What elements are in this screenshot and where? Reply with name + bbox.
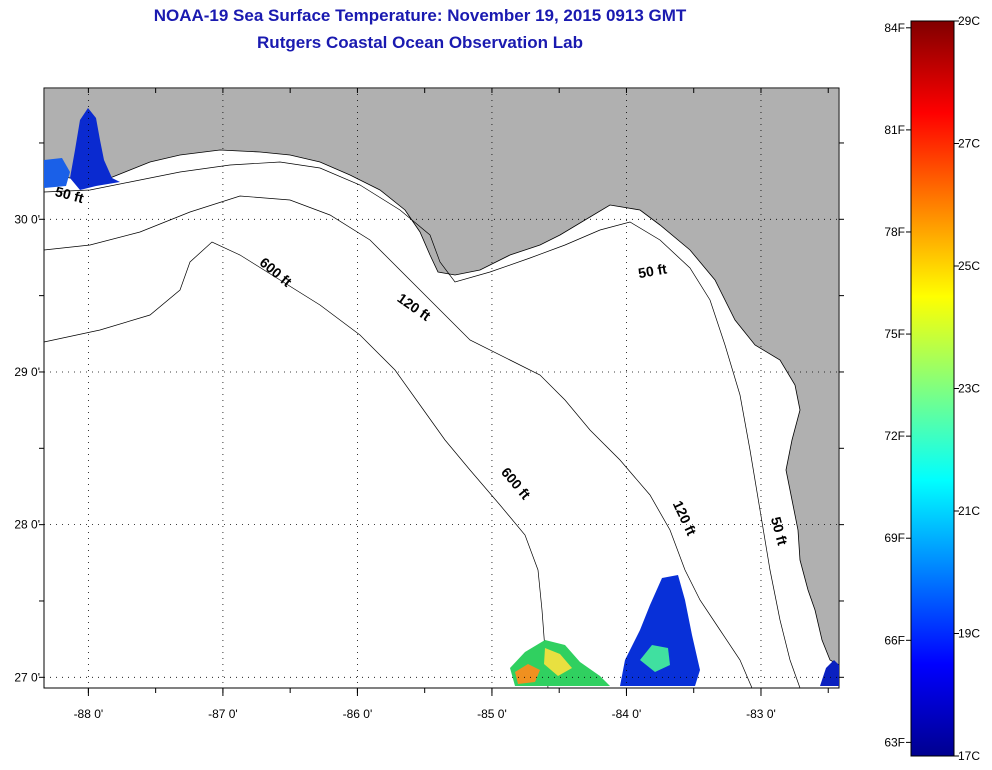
colorbar-celsius-label: 17C — [958, 749, 980, 763]
colorbar-celsius-label: 29C — [958, 14, 980, 28]
sst-patch-south-east — [620, 575, 700, 686]
lon-tick-label: -88 0' — [74, 707, 104, 721]
colorbar-fahrenheit-label: 81F — [884, 123, 905, 137]
contour-120ft — [43, 195, 753, 689]
colorbar — [910, 20, 955, 757]
lon-tick-label: -85 0' — [477, 707, 507, 721]
colorbar-labels: 29C 27C 25C 23C 21C 19C 17C 84F 81F 78F 75F 72F 69F 6… — [884, 14, 980, 763]
contour-label: 50 ft — [768, 515, 791, 547]
lon-tick-label: -84 0' — [612, 707, 642, 721]
colorbar-celsius-label: 27C — [958, 137, 980, 151]
lon-tick-label: -86 0' — [343, 707, 373, 721]
lat-tick-label: 27 0' — [14, 670, 40, 684]
lat-tick-label: 29 0' — [14, 365, 40, 379]
contour-50ft — [43, 161, 801, 689]
land-area — [43, 87, 840, 666]
contour-label: 50 ft — [637, 260, 668, 281]
graticule — [39, 88, 844, 696]
colorbar-fahrenheit-label: 66F — [884, 633, 905, 647]
map-title: NOAA-19 Sea Surface Temperature: Novembe… — [153, 6, 687, 25]
axis-tick-labels: -88 0' -87 0' -86 0' -85 0' -84 0' -83 0' 30 0… — [14, 212, 775, 721]
lon-tick-label: -87 0' — [208, 707, 238, 721]
colorbar-celsius-label: 21C — [958, 504, 980, 518]
colorbar-fahrenheit-label: 72F — [884, 429, 905, 443]
sst-patch-far-east — [820, 660, 839, 686]
colorbar-fahrenheit-label: 63F — [884, 735, 905, 749]
colorbar-celsius-label: 19C — [958, 627, 980, 641]
lat-tick-label: 30 0' — [14, 212, 40, 226]
contour-600ft — [43, 241, 549, 689]
sst-patch-west-edge — [44, 158, 70, 188]
contour-label: 50 ft — [54, 183, 86, 206]
colorbar-fahrenheit-label: 69F — [884, 531, 905, 545]
colorbar-fahrenheit-label: 78F — [884, 225, 905, 239]
sst-patch-south-west-yellow — [544, 648, 572, 676]
lon-tick-label: -83 0' — [746, 707, 776, 721]
lat-tick-label: 28 0' — [14, 518, 40, 532]
sst-patch-south-west-warm — [515, 664, 540, 684]
sst-patch-south-east-green — [640, 645, 670, 672]
sst-data-layer — [44, 108, 839, 686]
colorbar-celsius-label: 23C — [958, 382, 980, 396]
colorbar-fahrenheit-label: 75F — [884, 327, 905, 341]
sst-patch-mobile-bay — [70, 108, 120, 190]
colorbar-celsius-label: 25C — [958, 259, 980, 273]
colorbar-fahrenheit-label: 84F — [884, 21, 905, 35]
map-subtitle: Rutgers Coastal Ocean Observation Lab — [257, 33, 583, 52]
